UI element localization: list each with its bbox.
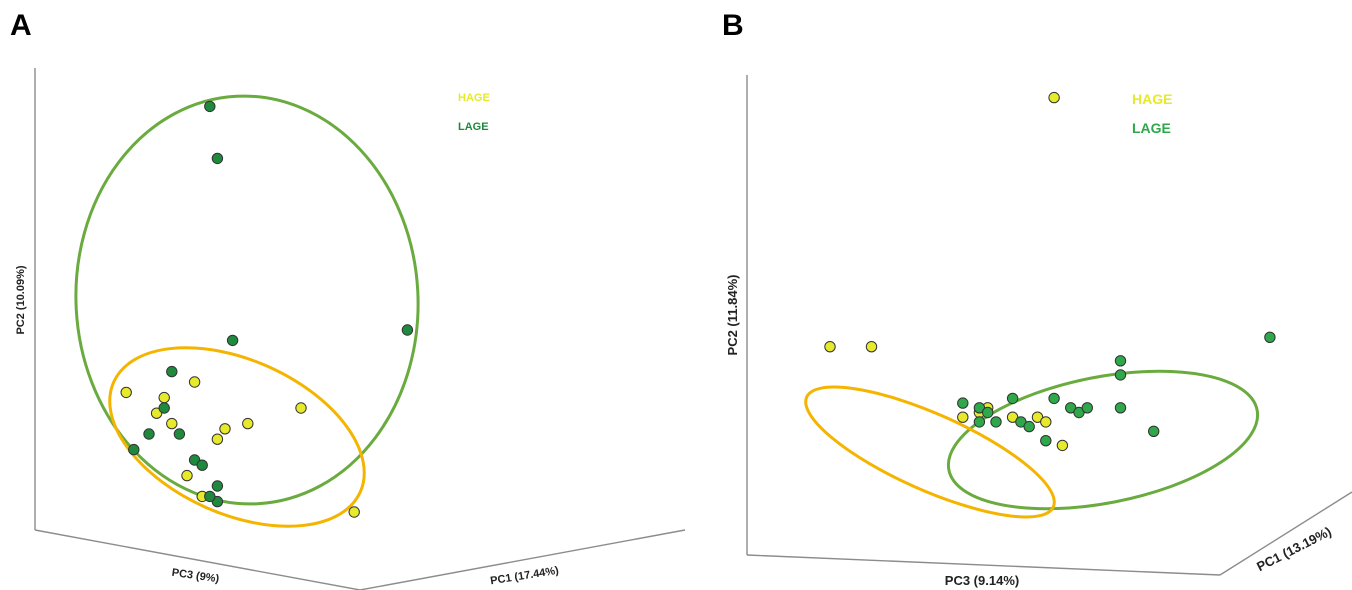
panel-b-ellipse-hage bbox=[804, 385, 1056, 519]
panel-a-point-lage-13 bbox=[204, 490, 216, 503]
panel-b-pc1-axis bbox=[1219, 491, 1352, 576]
panel-b-point-lage-6 bbox=[1023, 420, 1035, 433]
panel-b-legend-hage: HAGE bbox=[1132, 91, 1172, 107]
panel-b-point-hage-8 bbox=[1040, 416, 1052, 428]
panel-b-legend-lage: LAGE bbox=[1132, 120, 1171, 136]
panel-a-point-lage-2 bbox=[226, 334, 239, 347]
panel-b-point-hage-2 bbox=[865, 341, 878, 353]
panel-a-point-hage-6 bbox=[211, 433, 224, 445]
panel-b-point-lage-14 bbox=[1148, 425, 1160, 437]
panel-b-point-lage-4 bbox=[990, 416, 1002, 428]
panel-a-point-hage-7 bbox=[242, 417, 254, 430]
panel-a-point-lage-1 bbox=[211, 152, 224, 165]
panel-b-point-lage-16 bbox=[1006, 392, 1019, 405]
panel-a-pc3-label: PC3 (9%) bbox=[171, 567, 220, 586]
panel-b-pc1-label: PC1 (13.19%) bbox=[1254, 524, 1334, 574]
panel-a-point-hage-0 bbox=[120, 386, 132, 399]
panel-b-point-lage-0 bbox=[957, 397, 969, 409]
panel-a-legend-hage: HAGE bbox=[458, 92, 490, 104]
panel-b-label: B bbox=[722, 9, 744, 42]
panel-b-point-lage-3 bbox=[973, 416, 986, 428]
panel-b-pc2-label: PC2 (11.84%) bbox=[725, 275, 740, 356]
panel-a-legend-lage: LAGE bbox=[458, 121, 489, 133]
panel-a-point-hage-8 bbox=[295, 402, 307, 414]
panel-b-point-lage-15 bbox=[1040, 435, 1052, 447]
panel-a-points bbox=[120, 100, 414, 518]
panel-a-point-hage-9 bbox=[181, 469, 193, 482]
panel-a-point-lage-10 bbox=[196, 459, 208, 471]
panel-a-point-hage-4 bbox=[166, 417, 178, 430]
panel-a-point-lage-11 bbox=[211, 480, 224, 492]
panel-a: A PC2 (10.09%) PC3 (9%) PC1 (17.44%) HAG… bbox=[10, 9, 686, 590]
panel-b-point-lage-2 bbox=[982, 406, 994, 419]
panel-a-ellipse-lage bbox=[74, 94, 420, 506]
panel-a-point-hage-1 bbox=[188, 376, 201, 388]
panel-b-point-lage-13 bbox=[1114, 355, 1127, 367]
panel-b-ellipse-lage bbox=[946, 369, 1260, 511]
panel-b-point-hage-9 bbox=[1056, 439, 1069, 452]
panel-a-point-lage-5 bbox=[158, 402, 170, 414]
panel-b-point-lage-17 bbox=[1264, 331, 1276, 343]
panel-a-pc3-axis bbox=[34, 529, 361, 590]
panel-b-point-lage-10 bbox=[1081, 402, 1094, 414]
panel-a-point-lage-8 bbox=[173, 428, 186, 440]
panel-b-point-lage-7 bbox=[1048, 392, 1060, 405]
panel-b-points bbox=[824, 91, 1276, 452]
panel-a-pc1-axis bbox=[359, 529, 686, 590]
panel-a-pc1-label: PC1 (17.44%) bbox=[489, 565, 559, 588]
panel-b-point-lage-11 bbox=[1114, 402, 1127, 414]
panel-b-pc3-label: PC3 (9.14%) bbox=[945, 573, 1019, 588]
panel-b-point-lage-12 bbox=[1114, 369, 1127, 381]
panel-a-point-lage-0 bbox=[204, 100, 216, 113]
panel-b-point-hage-1 bbox=[824, 341, 836, 353]
panel-b: B PC2 (11.84%) PC3 (9.14%) PC1 (13.19%) … bbox=[722, 9, 1352, 588]
panel-a-pc2-label: PC2 (10.09%) bbox=[15, 265, 27, 334]
panel-a-label: A bbox=[10, 9, 32, 42]
panel-b-point-hage-0 bbox=[1048, 91, 1060, 104]
panel-a-point-lage-4 bbox=[166, 365, 178, 378]
panel-a-point-hage-2 bbox=[158, 391, 170, 404]
panel-a-point-lage-6 bbox=[128, 443, 140, 456]
panel-b-pc3-axis bbox=[746, 554, 1221, 576]
panel-b-point-hage-3 bbox=[957, 411, 969, 423]
panel-a-point-hage-11 bbox=[348, 506, 360, 518]
panel-a-ellipse-hage bbox=[108, 346, 366, 528]
panel-a-point-hage-5 bbox=[219, 423, 231, 435]
panel-a-point-lage-7 bbox=[143, 428, 155, 440]
panel-a-point-lage-3 bbox=[401, 324, 414, 336]
